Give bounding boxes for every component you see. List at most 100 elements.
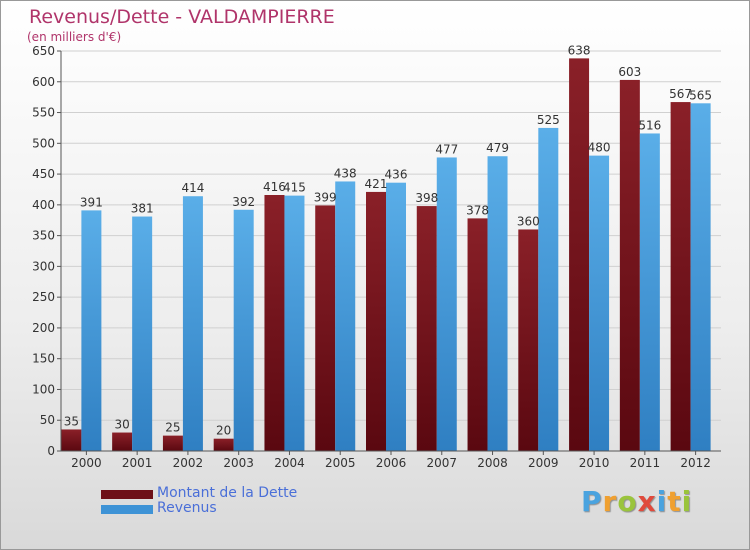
bar-dette xyxy=(416,206,437,451)
bar-dette xyxy=(619,79,640,451)
bar-dette xyxy=(569,58,590,452)
bar-revenus xyxy=(132,216,153,451)
data-label-dette: 416 xyxy=(263,180,286,194)
bar-revenus xyxy=(639,133,660,451)
legend-swatch-revenus xyxy=(101,505,153,514)
bar-dette xyxy=(162,435,183,451)
bar-dette xyxy=(467,218,488,451)
data-label-revenus: 477 xyxy=(435,142,458,156)
bar-revenus xyxy=(386,182,406,451)
x-tick-label: 2010 xyxy=(579,456,610,470)
bar-dette xyxy=(315,205,336,451)
bar-dette xyxy=(366,191,386,451)
data-label-revenus: 414 xyxy=(181,181,204,195)
data-label-dette: 35 xyxy=(64,414,79,428)
x-tick-label: 2004 xyxy=(274,456,305,470)
y-tick-label: 150 xyxy=(32,352,55,366)
bar-revenus xyxy=(284,195,305,451)
y-tick-label: 250 xyxy=(32,290,55,304)
bar-revenus xyxy=(182,196,203,451)
data-label-dette: 399 xyxy=(314,190,337,204)
y-tick-label: 300 xyxy=(32,259,55,273)
y-tick-label: 400 xyxy=(32,198,55,212)
data-label-revenus: 516 xyxy=(638,118,661,132)
grid-lines xyxy=(61,50,721,452)
y-tick-label: 0 xyxy=(47,444,55,458)
data-label-revenus: 565 xyxy=(689,88,712,102)
logo-letter: x xyxy=(637,485,657,518)
bar-revenus xyxy=(690,103,711,452)
x-tick-label: 2001 xyxy=(122,456,153,470)
bar-dette xyxy=(112,432,133,451)
bar-revenus xyxy=(487,156,508,451)
data-label-revenus: 415 xyxy=(283,181,306,195)
bar-dette xyxy=(670,102,691,452)
data-label-revenus: 392 xyxy=(232,195,255,209)
chart-title: Revenus/Dette - VALDAMPIERRE xyxy=(29,6,335,28)
axes xyxy=(57,50,721,455)
x-tick-label: 2006 xyxy=(376,456,407,470)
y-tick-label: 500 xyxy=(32,136,55,150)
y-tick-label: 600 xyxy=(32,75,55,89)
bars xyxy=(61,58,711,452)
logo-letter: t xyxy=(667,485,682,518)
x-tick-label: 2003 xyxy=(223,456,254,470)
bar-revenus xyxy=(233,209,254,451)
y-tick-label: 450 xyxy=(32,167,55,181)
legend-label-dette: Montant de la Dette xyxy=(157,485,298,501)
bar-revenus xyxy=(436,157,457,451)
logo-letter: P xyxy=(581,485,603,518)
y-tick-label: 350 xyxy=(32,229,55,243)
data-label-revenus: 438 xyxy=(334,166,357,180)
data-label-revenus: 436 xyxy=(385,168,408,182)
y-tick-label: 650 xyxy=(32,44,55,58)
x-tick-label: 2012 xyxy=(680,456,711,470)
y-tick-label: 550 xyxy=(32,106,55,120)
bar-dette xyxy=(264,195,285,451)
data-label-dette: 638 xyxy=(568,43,591,57)
data-label-dette: 30 xyxy=(115,418,130,432)
data-label-dette: 378 xyxy=(466,203,489,217)
data-label-revenus: 381 xyxy=(131,202,154,216)
x-tick-label: 2009 xyxy=(528,456,559,470)
bar-revenus xyxy=(81,210,102,451)
data-label-revenus: 480 xyxy=(588,141,611,155)
data-label-revenus: 479 xyxy=(486,141,509,155)
y-tick-label: 200 xyxy=(32,321,55,335)
proxiti-logo: Proxiti xyxy=(581,485,692,518)
logo-letter: o xyxy=(617,485,638,518)
data-label-dette: 567 xyxy=(669,87,692,101)
legend-label-revenus: Revenus xyxy=(157,500,217,516)
y-tick-label: 50 xyxy=(40,413,55,427)
legend-swatch-dette xyxy=(101,490,153,499)
data-label-dette: 25 xyxy=(165,421,180,435)
x-tick-label: 2008 xyxy=(477,456,508,470)
logo-letter: i xyxy=(681,485,693,518)
data-label-dette: 421 xyxy=(365,177,388,191)
chart-subtitle: (en milliers d'€) xyxy=(27,30,122,44)
x-tick-label: 2011 xyxy=(630,456,661,470)
logo-letter: r xyxy=(602,485,618,518)
bar-dette xyxy=(213,438,234,451)
x-tick-label: 2000 xyxy=(71,456,102,470)
data-label-dette: 20 xyxy=(216,424,231,438)
bar-dette xyxy=(518,229,539,451)
data-label-dette: 603 xyxy=(618,65,641,79)
bar-revenus xyxy=(538,127,559,451)
x-tick-label: 2002 xyxy=(173,456,204,470)
y-tick-labels: 0 50 100 150 200 250 300 350 400 450 500 550 600 650 xyxy=(32,44,55,458)
x-tick-label: 2007 xyxy=(426,456,457,470)
data-label-revenus: 525 xyxy=(537,113,560,127)
x-tick-label: 2005 xyxy=(325,456,356,470)
logo-letter: i xyxy=(656,485,668,518)
bar-dette xyxy=(61,429,82,451)
y-tick-label: 100 xyxy=(32,382,55,396)
bar-revenus xyxy=(589,155,610,451)
bar-revenus xyxy=(335,181,356,451)
x-tick-labels: 2000 2001 2002 2003 2004 2005 2006 2007 2008 2009… xyxy=(71,456,711,470)
data-label-dette: 360 xyxy=(517,214,540,228)
data-label-revenus: 391 xyxy=(80,195,103,209)
